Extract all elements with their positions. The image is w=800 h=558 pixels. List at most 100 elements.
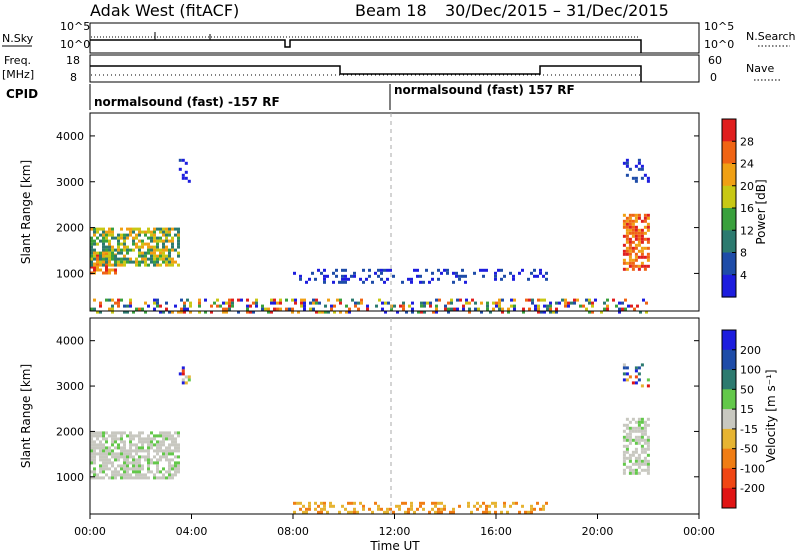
range-gate-cell bbox=[332, 504, 335, 508]
colorbar-swatch bbox=[722, 274, 736, 298]
range-gate-cell bbox=[634, 264, 638, 268]
range-gate-cell bbox=[270, 310, 273, 314]
range-gate-cell bbox=[625, 378, 629, 382]
range-gate-cell bbox=[637, 465, 641, 469]
range-gate-cell bbox=[228, 307, 231, 311]
range-gate-cell bbox=[646, 213, 650, 217]
range-gate-cell bbox=[105, 440, 108, 444]
range-gate-cell bbox=[353, 501, 356, 505]
colorbar-frame bbox=[721, 329, 737, 509]
range-gate-cell bbox=[132, 248, 135, 252]
range-gate-cell bbox=[279, 307, 282, 311]
range-gate-cell bbox=[184, 176, 188, 180]
range-gate-cell bbox=[625, 426, 629, 430]
range-gate-cell bbox=[162, 452, 165, 456]
range-gate-cell bbox=[123, 233, 126, 237]
range-gate-cell bbox=[144, 254, 147, 258]
range-gate-cell bbox=[135, 236, 138, 240]
range-gate-cell bbox=[446, 271, 449, 275]
range-gate-cell bbox=[410, 504, 413, 508]
range-gate-cell bbox=[386, 277, 389, 281]
range-gate-cell bbox=[317, 268, 320, 272]
range-gate-cell bbox=[411, 310, 414, 314]
range-gate-cell bbox=[413, 268, 416, 272]
range-gate-cell bbox=[634, 246, 638, 250]
range-gate-cell bbox=[156, 434, 159, 438]
range-gate-cell bbox=[153, 301, 156, 305]
range-gate-cell bbox=[177, 242, 180, 246]
y-tick-label: 1000 bbox=[56, 267, 84, 280]
range-gate-cell bbox=[338, 510, 341, 514]
range-gate-cell bbox=[555, 307, 558, 311]
range-gate-cell bbox=[545, 501, 548, 505]
range-gate-cell bbox=[521, 268, 524, 272]
range-gate-cell bbox=[204, 298, 207, 302]
range-gate-cell bbox=[603, 301, 606, 305]
range-gate-cell bbox=[159, 449, 162, 453]
range-gate-cell bbox=[452, 280, 455, 284]
range-gate-cell bbox=[634, 258, 638, 262]
range-gate-cell bbox=[123, 443, 126, 447]
range-gate-cell bbox=[141, 476, 144, 480]
range-gate-cell bbox=[132, 470, 135, 474]
range-gate-cell bbox=[470, 510, 473, 514]
range-gate-cell bbox=[458, 504, 461, 508]
range-gate-cell bbox=[135, 263, 138, 267]
range-gate-cell bbox=[482, 268, 485, 272]
range-gate-cell bbox=[181, 176, 185, 180]
range-gate-cell bbox=[93, 298, 96, 302]
range-gate-cell bbox=[150, 260, 153, 264]
range-gate-cell bbox=[494, 271, 497, 275]
range-gate-cell bbox=[640, 438, 644, 442]
range-gate-cell bbox=[646, 216, 650, 220]
range-gate-cell bbox=[177, 464, 180, 468]
range-gate-cell bbox=[150, 230, 153, 234]
range-gate-cell bbox=[631, 213, 635, 217]
range-gate-cell bbox=[159, 458, 162, 462]
range-gate-cell bbox=[159, 236, 162, 240]
range-gate-cell bbox=[99, 470, 102, 474]
range-gate-cell bbox=[539, 271, 542, 275]
range-gate-cell bbox=[123, 455, 126, 459]
range-gate-cell bbox=[646, 468, 650, 472]
range-gate-cell bbox=[93, 458, 96, 462]
range-gate-cell bbox=[625, 447, 629, 451]
range-gate-cell bbox=[518, 510, 521, 514]
range-gate-cell bbox=[628, 435, 632, 439]
range-gate-cell bbox=[468, 307, 471, 311]
range-gate-cell bbox=[634, 369, 638, 373]
range-gate-cell bbox=[132, 467, 135, 471]
range-gate-cell bbox=[631, 381, 635, 385]
range-gate-cell bbox=[344, 274, 347, 278]
range-gate-cell bbox=[628, 243, 632, 247]
range-gate-cell bbox=[99, 446, 102, 450]
range-gate-cell bbox=[330, 304, 333, 308]
range-gate-cell bbox=[144, 260, 147, 264]
range-gate-cell bbox=[120, 434, 123, 438]
range-gate-cell bbox=[159, 230, 162, 234]
range-gate-cell bbox=[177, 467, 180, 471]
range-gate-cell bbox=[323, 277, 326, 281]
range-gate-cell bbox=[96, 260, 99, 264]
range-gate-cell bbox=[102, 263, 105, 267]
range-gate-cell bbox=[631, 438, 635, 442]
range-gate-cell bbox=[162, 437, 165, 441]
range-gate-cell bbox=[135, 443, 138, 447]
range-gate-cell bbox=[643, 468, 647, 472]
range-gate-cell bbox=[114, 458, 117, 462]
range-gate-cell bbox=[637, 249, 641, 253]
range-gate-cell bbox=[585, 298, 588, 302]
range-gate-cell bbox=[138, 248, 141, 252]
range-gate-cell bbox=[628, 261, 632, 265]
range-gate-cell bbox=[93, 265, 96, 269]
range-gate-cell bbox=[622, 258, 626, 262]
range-gate-cell bbox=[431, 507, 434, 511]
range-gate-cell bbox=[646, 176, 650, 180]
range-gate-cell bbox=[357, 307, 360, 311]
range-gate-cell bbox=[114, 268, 117, 272]
range-gate-cell bbox=[347, 277, 350, 281]
range-gate-cell bbox=[222, 301, 225, 305]
range-gate-cell bbox=[174, 455, 177, 459]
range-gate-cell bbox=[99, 268, 102, 272]
range-gate-cell bbox=[93, 470, 96, 474]
